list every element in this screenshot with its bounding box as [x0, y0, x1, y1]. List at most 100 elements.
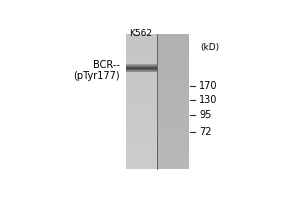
Bar: [126, 44, 157, 46]
Bar: [157, 123, 189, 125]
Bar: [126, 105, 157, 106]
Bar: [126, 164, 157, 165]
Bar: [126, 74, 157, 76]
Bar: [157, 79, 189, 81]
Bar: [126, 42, 157, 44]
Bar: [126, 88, 157, 90]
Bar: [126, 118, 157, 120]
Bar: [126, 128, 157, 130]
Bar: [157, 132, 189, 133]
Bar: [126, 143, 157, 145]
Bar: [157, 78, 189, 79]
Bar: [157, 56, 189, 58]
Bar: [126, 122, 157, 123]
Bar: [126, 167, 157, 169]
Bar: [126, 83, 157, 85]
Text: (kD): (kD): [200, 43, 219, 52]
Bar: [126, 140, 157, 142]
Text: (pTyr177): (pTyr177): [74, 71, 120, 81]
Bar: [126, 135, 157, 137]
Bar: [126, 81, 157, 83]
Bar: [157, 69, 189, 71]
Bar: [157, 46, 189, 47]
Bar: [126, 138, 157, 140]
Bar: [157, 41, 189, 42]
Bar: [157, 66, 189, 68]
Bar: [126, 69, 157, 71]
Bar: [126, 71, 157, 72]
Bar: [157, 125, 189, 127]
Bar: [126, 95, 157, 96]
Bar: [126, 150, 157, 152]
Bar: [157, 96, 189, 98]
Bar: [126, 68, 157, 69]
Bar: [157, 59, 189, 61]
Bar: [157, 54, 189, 56]
Bar: [126, 91, 157, 93]
Bar: [126, 61, 157, 63]
Bar: [157, 71, 189, 73]
Bar: [126, 66, 157, 67]
Bar: [126, 64, 157, 65]
Bar: [157, 108, 189, 110]
Bar: [126, 115, 157, 117]
Bar: [157, 130, 189, 132]
Bar: [126, 53, 157, 54]
Bar: [126, 86, 157, 88]
Bar: [157, 165, 189, 167]
Bar: [157, 106, 189, 108]
Bar: [157, 88, 189, 90]
Bar: [126, 68, 157, 69]
Bar: [157, 86, 189, 88]
Bar: [157, 91, 189, 93]
Bar: [157, 155, 189, 157]
Bar: [157, 64, 189, 66]
Bar: [157, 157, 189, 159]
Bar: [157, 145, 189, 147]
Bar: [126, 133, 157, 135]
Bar: [157, 100, 189, 101]
Bar: [126, 59, 157, 61]
Bar: [157, 39, 189, 41]
Bar: [157, 61, 189, 63]
Bar: [157, 34, 189, 36]
Bar: [157, 74, 189, 76]
Bar: [157, 135, 189, 137]
Bar: [126, 117, 157, 118]
Bar: [126, 47, 157, 49]
Bar: [157, 143, 189, 145]
Bar: [157, 93, 189, 95]
Bar: [126, 64, 157, 66]
Bar: [126, 159, 157, 160]
Bar: [126, 51, 157, 53]
Bar: [157, 167, 189, 169]
Bar: [157, 44, 189, 46]
Bar: [126, 125, 157, 127]
Bar: [126, 155, 157, 157]
Bar: [126, 142, 157, 143]
Bar: [157, 36, 189, 37]
Bar: [157, 120, 189, 122]
Bar: [157, 110, 189, 111]
Bar: [126, 120, 157, 122]
Bar: [126, 137, 157, 138]
Text: 95: 95: [199, 110, 212, 120]
Bar: [126, 152, 157, 154]
Bar: [126, 36, 157, 37]
Bar: [157, 164, 189, 165]
Bar: [157, 68, 189, 69]
Bar: [157, 127, 189, 128]
Bar: [126, 66, 157, 68]
Bar: [157, 140, 189, 142]
Bar: [126, 157, 157, 159]
Text: BCR--: BCR--: [93, 60, 120, 70]
Bar: [126, 149, 157, 150]
Bar: [157, 42, 189, 44]
Bar: [157, 142, 189, 143]
Bar: [126, 160, 157, 162]
Bar: [126, 147, 157, 149]
Bar: [126, 113, 157, 115]
Bar: [126, 71, 157, 73]
Bar: [126, 85, 157, 86]
Bar: [126, 56, 157, 58]
